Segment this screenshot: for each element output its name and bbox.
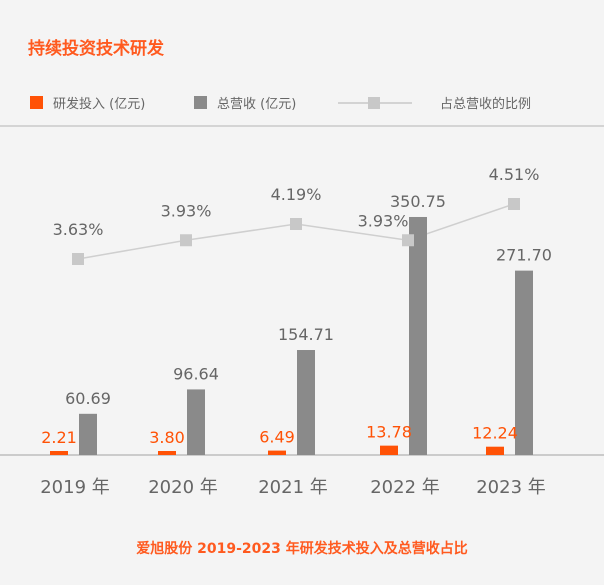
legend-swatch-ratio bbox=[338, 96, 412, 109]
ratio-point bbox=[180, 234, 192, 247]
ratio-point bbox=[402, 234, 414, 247]
bar-rd bbox=[50, 451, 68, 455]
ratio-line bbox=[77, 203, 515, 260]
legend-ratio: 占总营收的比例 bbox=[338, 93, 531, 112]
label-revenue: 271.70 bbox=[496, 246, 552, 265]
bar-revenue bbox=[297, 350, 315, 455]
x-tick-label: 2019 年 bbox=[40, 477, 110, 498]
x-tick-label: 2021 年 bbox=[258, 477, 328, 498]
label-rd: 2.21 bbox=[41, 428, 77, 447]
label-ratio: 3.93% bbox=[358, 211, 409, 230]
label-revenue: 60.69 bbox=[65, 389, 111, 408]
bar-revenue bbox=[79, 413, 97, 455]
legend-swatch-rd bbox=[30, 96, 43, 109]
legend-label-rd: 研发投入 (亿元) bbox=[53, 97, 146, 112]
bar-revenue bbox=[515, 270, 533, 455]
divider bbox=[0, 125, 604, 127]
ratio-point bbox=[72, 253, 84, 265]
x-tick-label: 2020 年 bbox=[148, 477, 218, 498]
label-revenue: 154.71 bbox=[278, 325, 334, 344]
label-rd: 3.80 bbox=[149, 428, 185, 447]
label-rd: 6.49 bbox=[259, 428, 295, 447]
x-tick-label: 2022 年 bbox=[370, 477, 440, 498]
ratio-point bbox=[290, 218, 302, 230]
legend-rd: 研发投入 (亿元) bbox=[30, 93, 145, 112]
legend-revenue: 总营收 (亿元) bbox=[194, 93, 296, 112]
x-tick-label: 2023 年 bbox=[476, 477, 546, 498]
legend-label-ratio: 占总营收的比例 bbox=[440, 97, 532, 112]
bar-rd bbox=[380, 445, 398, 455]
bar-rd bbox=[158, 451, 176, 455]
chart-title: 持续投资技术研发 bbox=[28, 39, 164, 59]
label-ratio: 3.93% bbox=[161, 201, 212, 220]
label-rd: 13.78 bbox=[366, 423, 412, 442]
label-rd: 12.24 bbox=[472, 424, 518, 443]
ratio-point bbox=[508, 198, 520, 210]
label-ratio: 3.63% bbox=[53, 220, 104, 239]
label-ratio: 4.51% bbox=[489, 165, 540, 184]
bar-revenue bbox=[409, 216, 427, 455]
legend-label-revenue: 总营收 (亿元) bbox=[217, 97, 297, 112]
label-revenue: 350.75 bbox=[390, 192, 446, 211]
label-revenue: 96.64 bbox=[173, 364, 219, 383]
label-ratio: 4.19% bbox=[271, 185, 322, 204]
bar-revenue bbox=[187, 389, 205, 455]
legend-swatch-revenue bbox=[194, 96, 207, 109]
chart-caption: 爱旭股份 2019-2023 年研发技术投入及总营收占比 bbox=[136, 541, 468, 557]
bar-rd bbox=[486, 446, 504, 455]
bar-rd bbox=[268, 450, 286, 455]
